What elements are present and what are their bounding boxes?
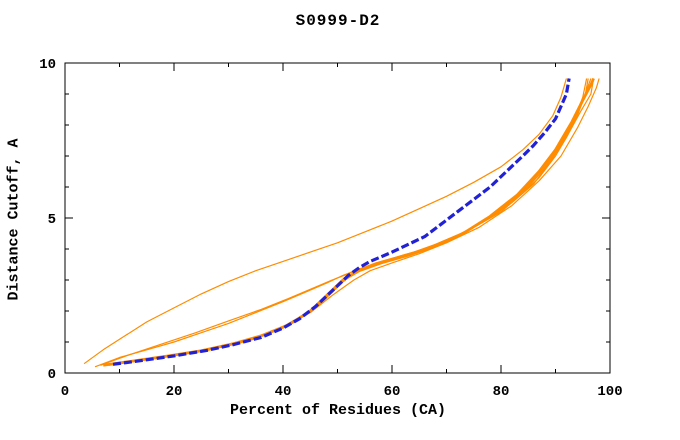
y-tick-label: 5 bbox=[48, 212, 56, 228]
curve-orange-low-fan bbox=[119, 78, 600, 365]
y-axis-label: Distance Cutoff, A bbox=[5, 138, 23, 301]
curve-orange-pair-upper-2 bbox=[100, 78, 588, 366]
curve-orange-hug-2 bbox=[113, 78, 595, 365]
curve-blue-highlight bbox=[112, 78, 571, 366]
x-tick-label: 20 bbox=[166, 384, 183, 400]
x-axis-label: Percent of Residues (CA) bbox=[229, 402, 447, 419]
x-tick-label: 100 bbox=[597, 384, 622, 400]
curve-orange-hug-1 bbox=[108, 78, 592, 366]
x-tick-label: 60 bbox=[384, 384, 401, 400]
x-tick-label: 0 bbox=[61, 384, 69, 400]
x-tick-label: 40 bbox=[275, 384, 292, 400]
curve-orange-pair-upper-1 bbox=[94, 78, 589, 368]
y-tick-label: 10 bbox=[39, 57, 56, 73]
y-tick-label: 0 bbox=[48, 367, 56, 383]
x-tick-label: 80 bbox=[493, 384, 510, 400]
plot-frame bbox=[64, 62, 611, 374]
curve-orange-outlier-upper bbox=[83, 78, 567, 365]
curve-orange-thick bbox=[103, 77, 595, 367]
chart-title: S0999-D2 bbox=[295, 12, 381, 30]
